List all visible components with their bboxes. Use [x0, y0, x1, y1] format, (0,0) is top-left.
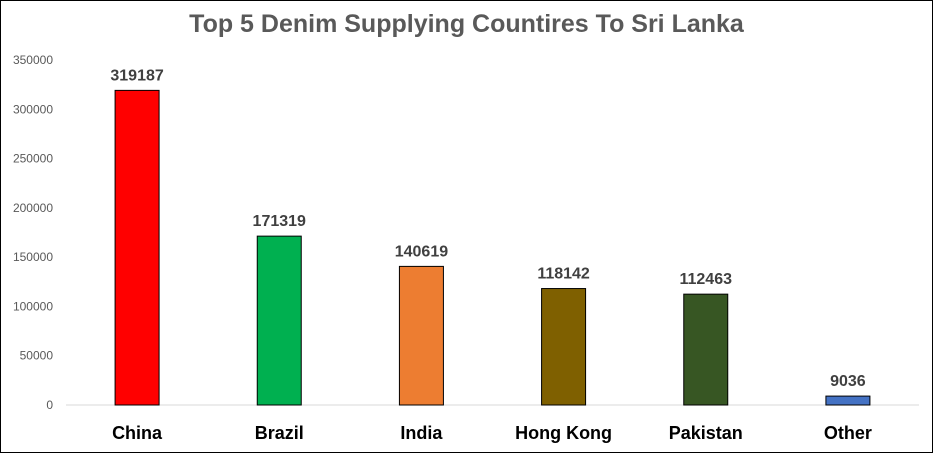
bar — [114, 89, 160, 406]
x-tick-label: Pakistan — [669, 423, 743, 443]
bar — [398, 265, 444, 406]
data-label: 112463 — [679, 271, 732, 288]
x-tick-label: India — [400, 423, 443, 443]
data-label: 319187 — [110, 67, 163, 84]
y-tick-label: 350000 — [13, 53, 53, 67]
data-label: 140619 — [395, 243, 448, 260]
bar — [683, 293, 729, 406]
y-tick-label: 300000 — [13, 102, 53, 116]
y-tick-label: 100000 — [13, 299, 53, 313]
bar — [541, 288, 587, 406]
chart-title: Top 5 Denim Supplying Countires To Sri L… — [189, 10, 744, 38]
y-tick-label: 250000 — [13, 152, 53, 166]
y-tick-label: 50000 — [20, 349, 54, 363]
x-tick-label: China — [112, 423, 163, 443]
x-tick-label: Brazil — [255, 423, 304, 443]
bar — [256, 235, 302, 406]
y-tick-label: 200000 — [13, 201, 53, 215]
bar — [825, 395, 871, 406]
x-tick-label: Other — [824, 423, 872, 443]
y-tick-label: 0 — [46, 398, 53, 412]
y-tick-label: 150000 — [13, 250, 53, 264]
x-tick-label: Hong Kong — [515, 423, 612, 443]
data-label: 171319 — [253, 213, 306, 230]
data-label: 9036 — [830, 373, 866, 390]
data-label: 118142 — [537, 266, 590, 283]
